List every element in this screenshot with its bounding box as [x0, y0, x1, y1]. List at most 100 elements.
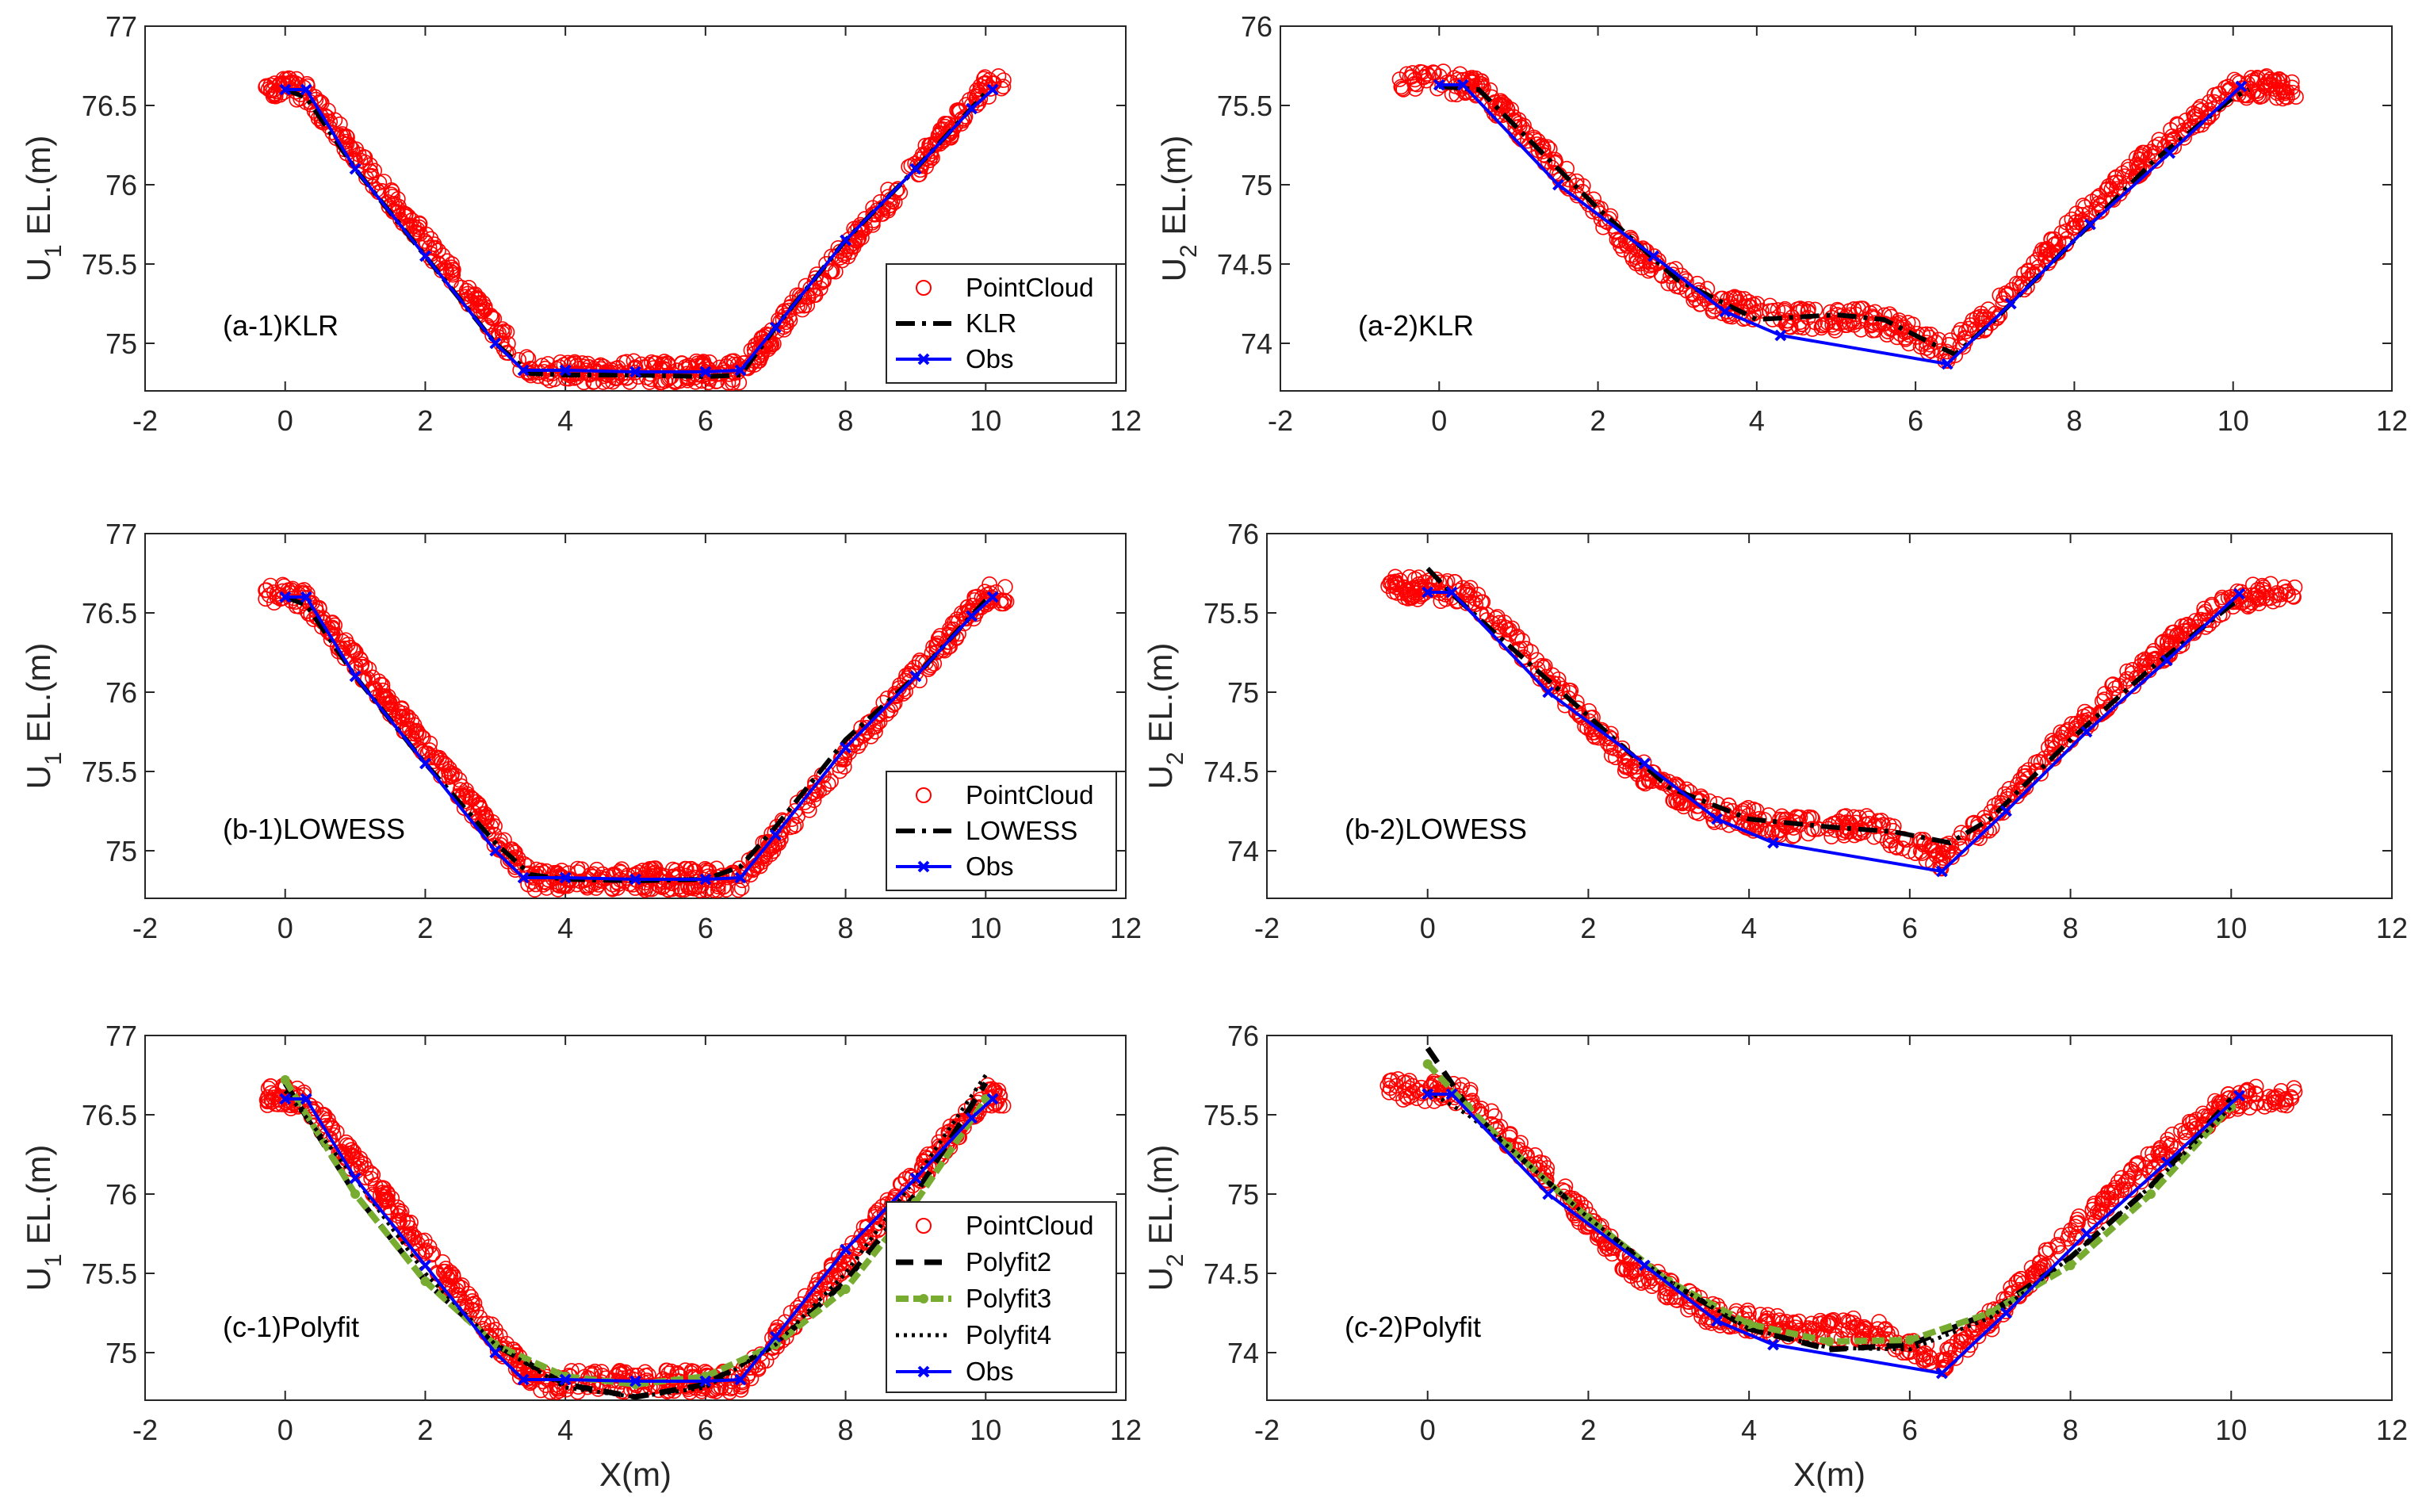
- pointcloud-point: [1492, 101, 1509, 117]
- obs-marker: [629, 366, 641, 378]
- pointcloud-point: [2139, 652, 2156, 668]
- obs-marker: [1445, 586, 1458, 599]
- obs-marker: [559, 871, 572, 884]
- legend-label: Obs: [966, 344, 1014, 373]
- pointcloud-point: [2128, 1157, 2145, 1173]
- x-tick-label: 2: [1580, 1414, 1596, 1446]
- obs-marker: [1638, 757, 1651, 770]
- y-tick-label: 75: [1241, 169, 1272, 201]
- x-tick-label: -2: [132, 912, 158, 944]
- obs-marker: [1774, 329, 1787, 342]
- obs-marker: [517, 364, 530, 377]
- pointcloud-point: [331, 643, 346, 660]
- pointcloud-point: [1820, 1315, 1837, 1330]
- polyfit3-marker: [1824, 1337, 1835, 1346]
- obs-marker: [419, 250, 431, 262]
- pointcloud-point: [1900, 323, 1916, 339]
- pointcloud-point: [2107, 680, 2123, 696]
- pointcloud-point: [936, 639, 951, 656]
- pointcloud-point: [479, 813, 495, 829]
- pointcloud-point: [500, 335, 516, 352]
- pointcloud-point: [375, 687, 392, 704]
- panel-annotation: (b-1)LOWESS: [223, 813, 405, 845]
- pointcloud-point: [1419, 66, 1436, 82]
- obs-marker: [2080, 1227, 2093, 1240]
- pointcloud-point: [2254, 577, 2271, 594]
- pointcloud-point: [1850, 300, 1866, 317]
- pointcloud-point: [406, 717, 423, 733]
- pointcloud-point: [2077, 199, 2093, 216]
- y-tick-label: 75: [105, 1337, 137, 1369]
- obs-marker: [2084, 218, 2096, 231]
- legend-label: Polyfit3: [966, 1284, 1051, 1313]
- obs-marker: [629, 873, 641, 886]
- x-tick-label: -2: [1254, 912, 1280, 944]
- pointcloud-point: [1976, 322, 1993, 338]
- pointcloud-point: [365, 1167, 381, 1183]
- obs-marker: [840, 234, 851, 247]
- pointcloud-point: [813, 274, 829, 291]
- pointcloud-point: [1921, 1349, 1938, 1365]
- pointcloud-point: [581, 366, 597, 382]
- pointcloud-point: [1395, 82, 1411, 98]
- pointcloud-point: [792, 1303, 808, 1319]
- legend-label: PointCloud: [966, 780, 1093, 810]
- pointcloud-point: [374, 1180, 391, 1196]
- pointcloud-point: [1404, 65, 1421, 81]
- pointcloud-point: [437, 259, 453, 276]
- y-axis-label: U2 EL.(m): [1142, 643, 1188, 790]
- pointcloud-point: [1934, 845, 1951, 861]
- legend: PointCloud LOWESS Obs: [886, 771, 1117, 891]
- obs-marker: [1456, 78, 1469, 91]
- x-tick-label: 6: [698, 404, 714, 437]
- pointcloud-point: [1777, 300, 1793, 317]
- obs-marker: [734, 364, 747, 377]
- pointcloud-point: [1482, 82, 1498, 98]
- series-lowess: [1425, 566, 2240, 846]
- pointcloud-point: [724, 354, 740, 369]
- pointcloud-point: [1723, 296, 1739, 312]
- y-axis-label-sub: 2: [1176, 244, 1202, 258]
- pointcloud-point: [492, 1328, 508, 1344]
- y-axis-label-main: U: [1142, 765, 1179, 789]
- pointcloud-point: [2050, 1238, 2066, 1254]
- obs-marker: [489, 1346, 502, 1359]
- pointcloud-point: [2270, 1093, 2286, 1110]
- pointcloud-point: [2095, 705, 2111, 721]
- pointcloud-point: [753, 339, 770, 355]
- obs-marker: [1445, 1088, 1458, 1101]
- legend-swatch-pointcloud: [916, 280, 932, 296]
- obs-marker: [489, 844, 502, 857]
- pointcloud-point: [888, 687, 904, 703]
- pointcloud-point: [1746, 297, 1762, 312]
- pointcloud-point: [1594, 724, 1610, 740]
- pointcloud-point: [1739, 1302, 1756, 1319]
- pointcloud-point: [969, 603, 985, 620]
- x-tick-label: 4: [1741, 1414, 1757, 1446]
- obs-marker: [2160, 1156, 2173, 1169]
- pointcloud-point: [951, 101, 966, 118]
- pointcloud-point: [2259, 68, 2275, 84]
- obs-marker: [1719, 305, 1731, 318]
- legend-label: Polyfit4: [966, 1320, 1051, 1349]
- pointcloud-point: [1732, 809, 1748, 825]
- panel-c1: -2 0 2 4 6 8 10 12 75 75.5 76 76.5 77 U1 EL.(m) X(m) (c…: [20, 1020, 1142, 1493]
- polyfit3-marker: [350, 1189, 361, 1199]
- y-axis-label-rest: EL.(m): [1155, 136, 1192, 245]
- pointcloud-point: [2126, 678, 2142, 695]
- x-tick-label: 2: [417, 1414, 433, 1446]
- pointcloud-point: [1632, 255, 1648, 272]
- polyfit3-marker: [1985, 1308, 1996, 1318]
- y-axis-label-sub: 1: [40, 244, 67, 258]
- pointcloud-point: [586, 361, 602, 377]
- obs-marker: [966, 102, 978, 115]
- pointcloud-point: [2033, 754, 2049, 770]
- pointcloud-point: [2204, 105, 2221, 122]
- pointcloud-point: [1799, 811, 1815, 828]
- polyfit3-marker: [840, 1284, 851, 1294]
- pointcloud-point: [324, 614, 341, 630]
- pointcloud-point: [678, 867, 695, 884]
- obs-marker: [279, 83, 292, 96]
- obs-marker: [489, 337, 502, 350]
- pointcloud-point: [2059, 215, 2075, 231]
